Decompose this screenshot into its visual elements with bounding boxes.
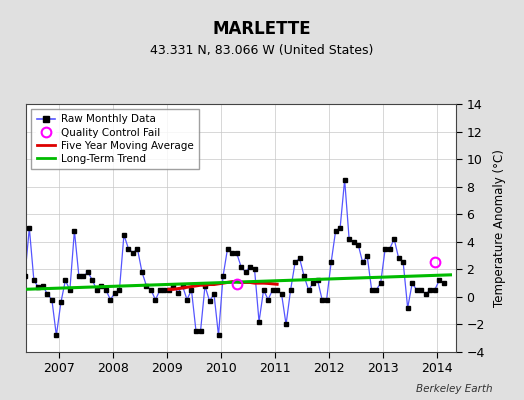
Legend: Raw Monthly Data, Quality Control Fail, Five Year Moving Average, Long-Term Tren: Raw Monthly Data, Quality Control Fail, … [31,109,199,169]
Text: 43.331 N, 83.066 W (United States): 43.331 N, 83.066 W (United States) [150,44,374,57]
Y-axis label: Temperature Anomaly (°C): Temperature Anomaly (°C) [493,149,506,307]
Text: Berkeley Earth: Berkeley Earth [416,384,493,394]
Text: MARLETTE: MARLETTE [213,20,311,38]
